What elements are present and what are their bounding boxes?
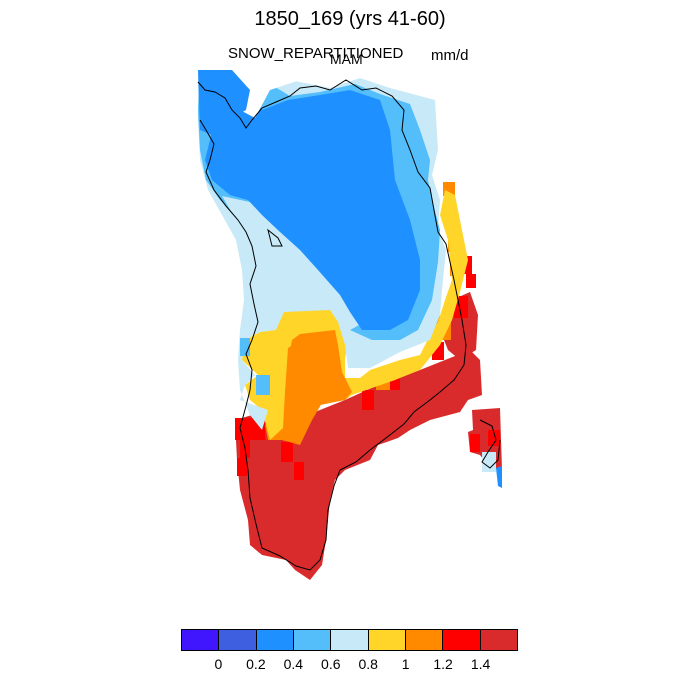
colorbar-tick-label: 0 bbox=[214, 656, 223, 672]
colorbar-box bbox=[368, 630, 406, 650]
colorbar-tick-label: 1 bbox=[401, 656, 410, 672]
colorbar-box bbox=[293, 630, 332, 650]
colorbar-tick-label: 1.2 bbox=[433, 656, 453, 672]
colorbar-box bbox=[405, 630, 444, 650]
colorbar-tick-label: 0.4 bbox=[283, 656, 304, 672]
colorbar-box bbox=[256, 630, 294, 650]
colorbar-box bbox=[480, 630, 517, 650]
season-label: MAM bbox=[330, 51, 363, 67]
colorbar bbox=[181, 629, 518, 651]
plot-title: 1850_169 (yrs 41-60) bbox=[254, 8, 446, 30]
variable-name: SNOW_REPARTITIONED bbox=[228, 45, 404, 62]
sea-gap bbox=[230, 70, 300, 118]
colorbar-tick-label: 1.4 bbox=[470, 656, 491, 672]
colorbar-box bbox=[219, 630, 257, 650]
colorbar-box bbox=[443, 630, 481, 650]
units-label: mm/d bbox=[431, 47, 469, 64]
colorbar-tick-label: 0.8 bbox=[358, 656, 378, 672]
region-lightblue-inner bbox=[222, 196, 372, 330]
region-blue bbox=[200, 70, 420, 330]
island-blue bbox=[496, 466, 502, 488]
island-lightblue bbox=[482, 452, 496, 472]
region-orange-core bbox=[288, 330, 352, 442]
region-blue-nw bbox=[198, 70, 250, 135]
coastline bbox=[197, 79, 501, 571]
colorbar-box bbox=[182, 630, 220, 650]
medblue-patches bbox=[240, 338, 270, 395]
colorbar-tick-label: 0.2 bbox=[246, 656, 266, 672]
colorbar-box bbox=[331, 630, 369, 650]
colorbar-tick-label: 0.6 bbox=[321, 656, 341, 672]
